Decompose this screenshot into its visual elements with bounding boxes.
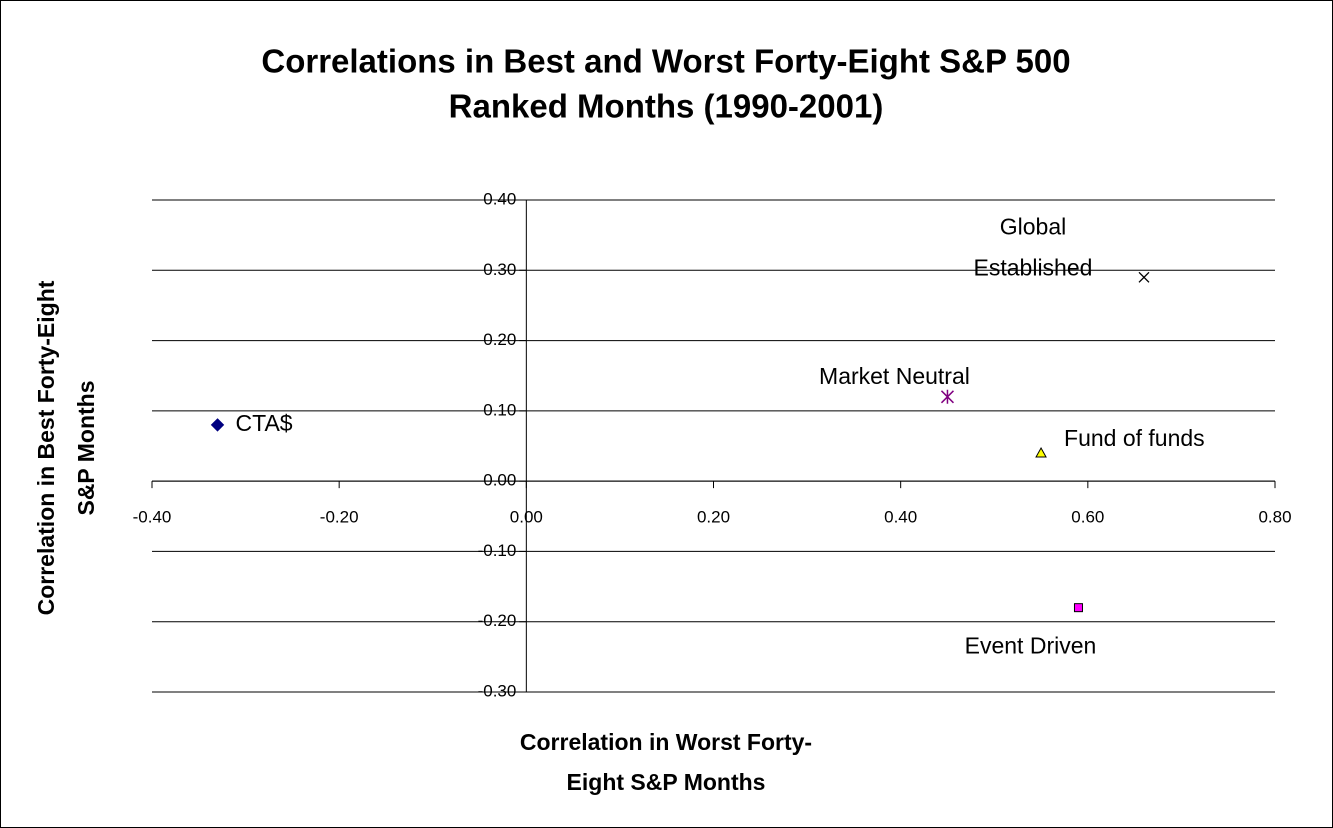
y-tick-label: -0.20 [478, 611, 517, 630]
x-tick-label: 0.20 [697, 508, 730, 527]
x-axis-title: Eight S&P Months [567, 769, 766, 795]
chart-title: Ranked Months (1990-2001) [449, 88, 884, 125]
x-tick-label: -0.40 [133, 508, 172, 527]
y-tick-label: 0.20 [483, 330, 516, 349]
data-point [940, 389, 954, 404]
x-tick-label: 0.60 [1071, 508, 1104, 527]
point-label: CTA$ [236, 410, 293, 436]
y-tick-label: 0.10 [483, 400, 516, 419]
x-tick-label: 0.80 [1258, 508, 1291, 527]
point-label: Event Driven [965, 633, 1097, 659]
data-point [210, 418, 225, 432]
chart-title: Correlations in Best and Worst Forty-Eig… [261, 43, 1070, 80]
y-tick-label: 0.40 [483, 189, 516, 208]
data-point [1035, 446, 1047, 458]
y-tick-label: 0.30 [483, 260, 516, 279]
x-tick-label: 0.40 [884, 508, 917, 527]
point-label: Global Established [974, 213, 1093, 280]
point-label: Market Neutral [819, 363, 970, 389]
y-axis-title: Correlation in Best Forty-Eight [33, 280, 59, 615]
y-axis-title: S&P Months [73, 380, 99, 515]
y-tick-label: -0.10 [478, 541, 517, 560]
x-tick-label: -0.20 [320, 508, 359, 527]
point-label: Fund of funds [1064, 425, 1205, 451]
data-point [1073, 603, 1083, 613]
x-axis-title: Correlation in Worst Forty- [520, 729, 812, 755]
x-tick-label: 0.00 [510, 508, 543, 527]
y-tick-label: -0.30 [478, 681, 517, 700]
y-tick-label: 0.00 [483, 471, 516, 490]
data-point [1138, 271, 1150, 283]
